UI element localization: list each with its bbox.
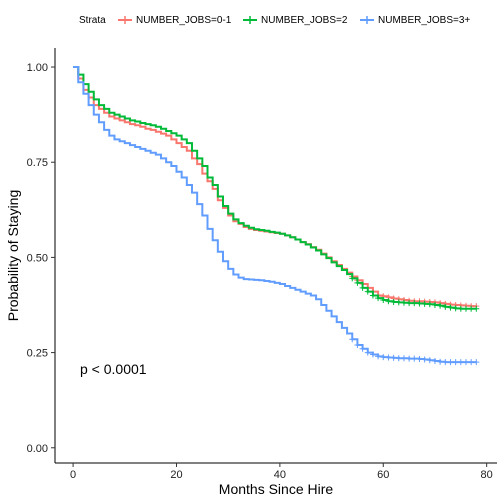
censor-mark [447, 359, 454, 366]
censor-mark [473, 305, 480, 312]
x-tick-label: 80 [481, 469, 493, 481]
censor-mark [411, 355, 418, 362]
censor-mark [369, 351, 376, 358]
censor-mark [447, 304, 454, 311]
censor-mark [468, 359, 475, 366]
censor-mark [452, 359, 459, 366]
censor-mark [364, 288, 371, 295]
x-tick-label: 0 [70, 469, 76, 481]
censor-mark [380, 354, 387, 361]
series-line-0 [73, 66, 477, 308]
y-tick-label: 0.50 [27, 252, 48, 264]
y-tick-label: 0.75 [27, 157, 48, 169]
legend: Strata NUMBER_JOBS=0-1 NUMBER_JOBS=2 NUMBE… [79, 15, 470, 26]
series-line-1 [73, 66, 477, 310]
x-tick-label: 60 [377, 469, 389, 481]
y-tick-label: 1.00 [27, 62, 48, 74]
censor-mark [375, 295, 382, 302]
censor-mark [457, 359, 464, 366]
censor-mark [411, 300, 418, 307]
censor-mark [400, 299, 407, 306]
censor-mark [395, 355, 402, 362]
censor-mark [426, 357, 433, 364]
x-tick-label: 20 [170, 469, 182, 481]
p-value-annotation: p < 0.0001 [80, 361, 147, 377]
censor-mark [375, 353, 382, 360]
censor-mark [442, 359, 449, 366]
censor-mark [426, 301, 433, 308]
legend-entry-label: NUMBER_JOBS=3+ [378, 15, 470, 26]
y-tick-label: 0.25 [27, 348, 48, 360]
censor-mark [421, 300, 428, 307]
censor-mark [390, 298, 397, 305]
censor-mark [395, 299, 402, 306]
censor-mark [390, 354, 397, 361]
legend-title: Strata [79, 15, 106, 26]
censor-mark [431, 301, 438, 308]
censor-mark [400, 355, 407, 362]
y-tick-label: 0.00 [27, 443, 48, 455]
y-axis-title: Probability of Staying [5, 190, 21, 322]
censor-mark [380, 297, 387, 304]
censor-mark [431, 357, 438, 364]
censor-mark [468, 305, 475, 312]
censor-mark [385, 354, 392, 361]
censor-mark [416, 300, 423, 307]
censor-mark [462, 359, 469, 366]
censor-mark [416, 356, 423, 363]
censor-mark [359, 345, 366, 352]
axes: 0 20 40 60 80 0.00 0.25 0.50 0.75 1.00 [27, 48, 497, 481]
censor-mark [452, 305, 459, 312]
censor-mark [457, 305, 464, 312]
legend-entry-label: NUMBER_JOBS=2 [261, 15, 348, 26]
censor-mark [359, 284, 366, 291]
censor-mark [462, 305, 469, 312]
censor-mark [369, 292, 376, 299]
censor-mark [354, 341, 361, 348]
censor-mark [385, 298, 392, 305]
censor-mark [437, 302, 444, 309]
censor-mark [442, 303, 449, 310]
plot-area [73, 66, 480, 366]
censor-mark [473, 359, 480, 366]
censor-mark [349, 275, 356, 282]
censor-mark [354, 279, 361, 286]
censor-mark [437, 358, 444, 365]
censor-mark [406, 355, 413, 362]
censor-mark [349, 336, 356, 343]
x-axis-title: Months Since Hire [219, 481, 334, 497]
legend-entry-label: NUMBER_JOBS=0-1 [136, 15, 232, 26]
x-tick-label: 40 [274, 469, 286, 481]
censor-mark [406, 300, 413, 307]
censor-mark [364, 349, 371, 356]
series-line-2 [73, 66, 477, 364]
censor-mark [421, 356, 428, 363]
